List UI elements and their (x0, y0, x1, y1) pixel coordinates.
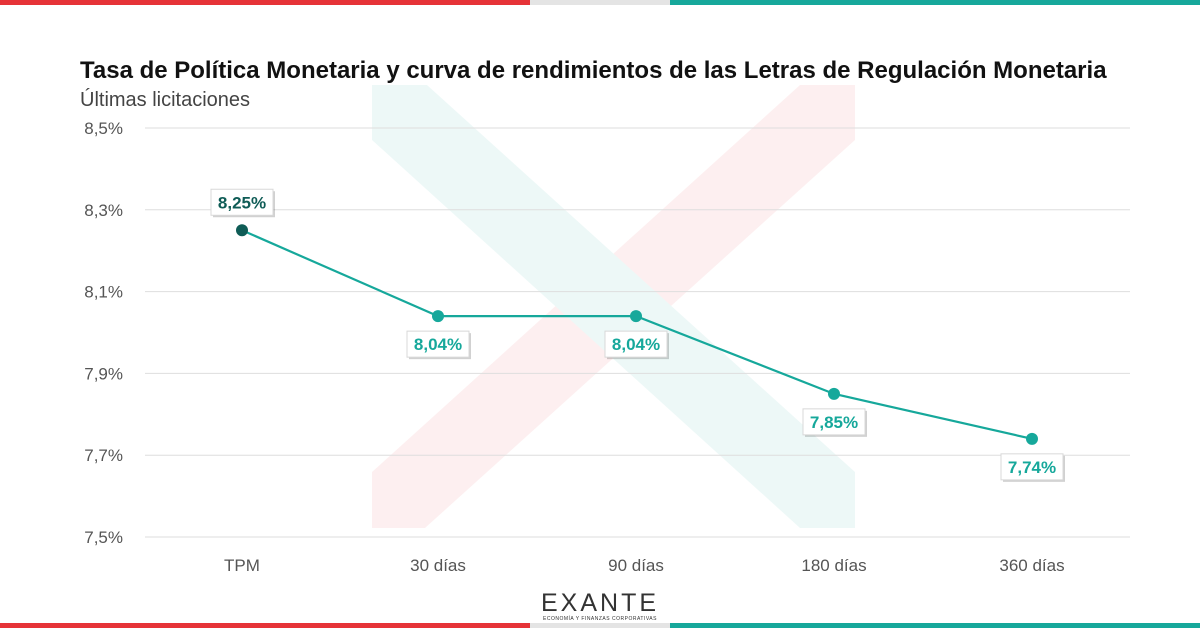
logo-text: EXANTE (540, 589, 660, 617)
x-axis: TPM 30 días 90 días 180 días 360 días (224, 556, 1065, 575)
chart-subtitle: Últimas licitaciones (80, 89, 251, 111)
data-point (236, 224, 248, 237)
data-label: 8,04% (604, 330, 669, 360)
data-label-text: 7,74% (1008, 458, 1056, 477)
data-label-text: 7,85% (810, 413, 858, 432)
x-tick-label: 90 días (608, 556, 664, 575)
top-accent-bar (0, 0, 1200, 5)
y-tick-label: 8,1% (84, 283, 123, 302)
y-tick-label: 8,5% (84, 119, 123, 138)
top-bar-teal-segment (670, 0, 1200, 5)
data-point (1026, 432, 1038, 445)
bottom-accent-bar (0, 623, 1200, 628)
logo-wordmark: EXANTE (520, 590, 680, 616)
data-label: 7,74% (1000, 453, 1065, 482)
x-tick-label: TPM (224, 556, 260, 575)
y-tick-label: 7,9% (84, 364, 123, 383)
data-label-text: 8,04% (612, 335, 660, 354)
top-bar-red-segment (0, 0, 530, 5)
y-tick-label: 8,3% (84, 201, 123, 220)
x-tick-label: 180 días (801, 556, 866, 575)
watermark-stroke-red (372, 85, 855, 528)
top-bar-gray-segment (530, 0, 670, 5)
data-label-box (802, 408, 866, 436)
data-label-box (604, 330, 668, 358)
y-axis: 8,5% 8,3% 8,1% 7,9% 7,7% 7,5% (84, 119, 123, 547)
exante-logo: EXANTE ECONOMÍA Y FINANZAS CORPORATIVAS (520, 590, 680, 623)
chart-title: Tasa de Política Monetaria y curva de re… (80, 57, 1107, 84)
data-point (828, 387, 840, 400)
y-tick-label: 7,5% (84, 528, 123, 547)
data-label: 7,85% (802, 408, 867, 437)
grid-lines (145, 127, 1130, 538)
logo-tagline: ECONOMÍA Y FINANZAS CORPORATIVAS (543, 616, 657, 622)
data-label-box (210, 188, 274, 216)
data-label-box (406, 330, 470, 358)
data-label: 8,04% (406, 330, 471, 360)
data-labels: 8,25% 8,04% 8,04% 7,85% 7,74% (210, 188, 1065, 482)
data-label-text: 8,04% (414, 335, 462, 354)
watermark-x (372, 85, 855, 528)
watermark-stroke-teal (372, 85, 855, 528)
data-point (432, 310, 444, 323)
x-tick-label: 360 días (999, 556, 1064, 575)
x-tick-label: 30 días (410, 556, 466, 575)
series-line (236, 224, 1038, 445)
bottom-bar-gray-segment (530, 623, 670, 628)
data-label-text: 8,25% (218, 193, 266, 212)
bottom-bar-red-segment (0, 623, 530, 628)
y-tick-label: 7,7% (84, 446, 123, 465)
bottom-bar-teal-segment (670, 623, 1200, 628)
data-label: 8,25% (210, 188, 275, 218)
data-point (630, 310, 642, 323)
data-label-box (1000, 453, 1064, 481)
